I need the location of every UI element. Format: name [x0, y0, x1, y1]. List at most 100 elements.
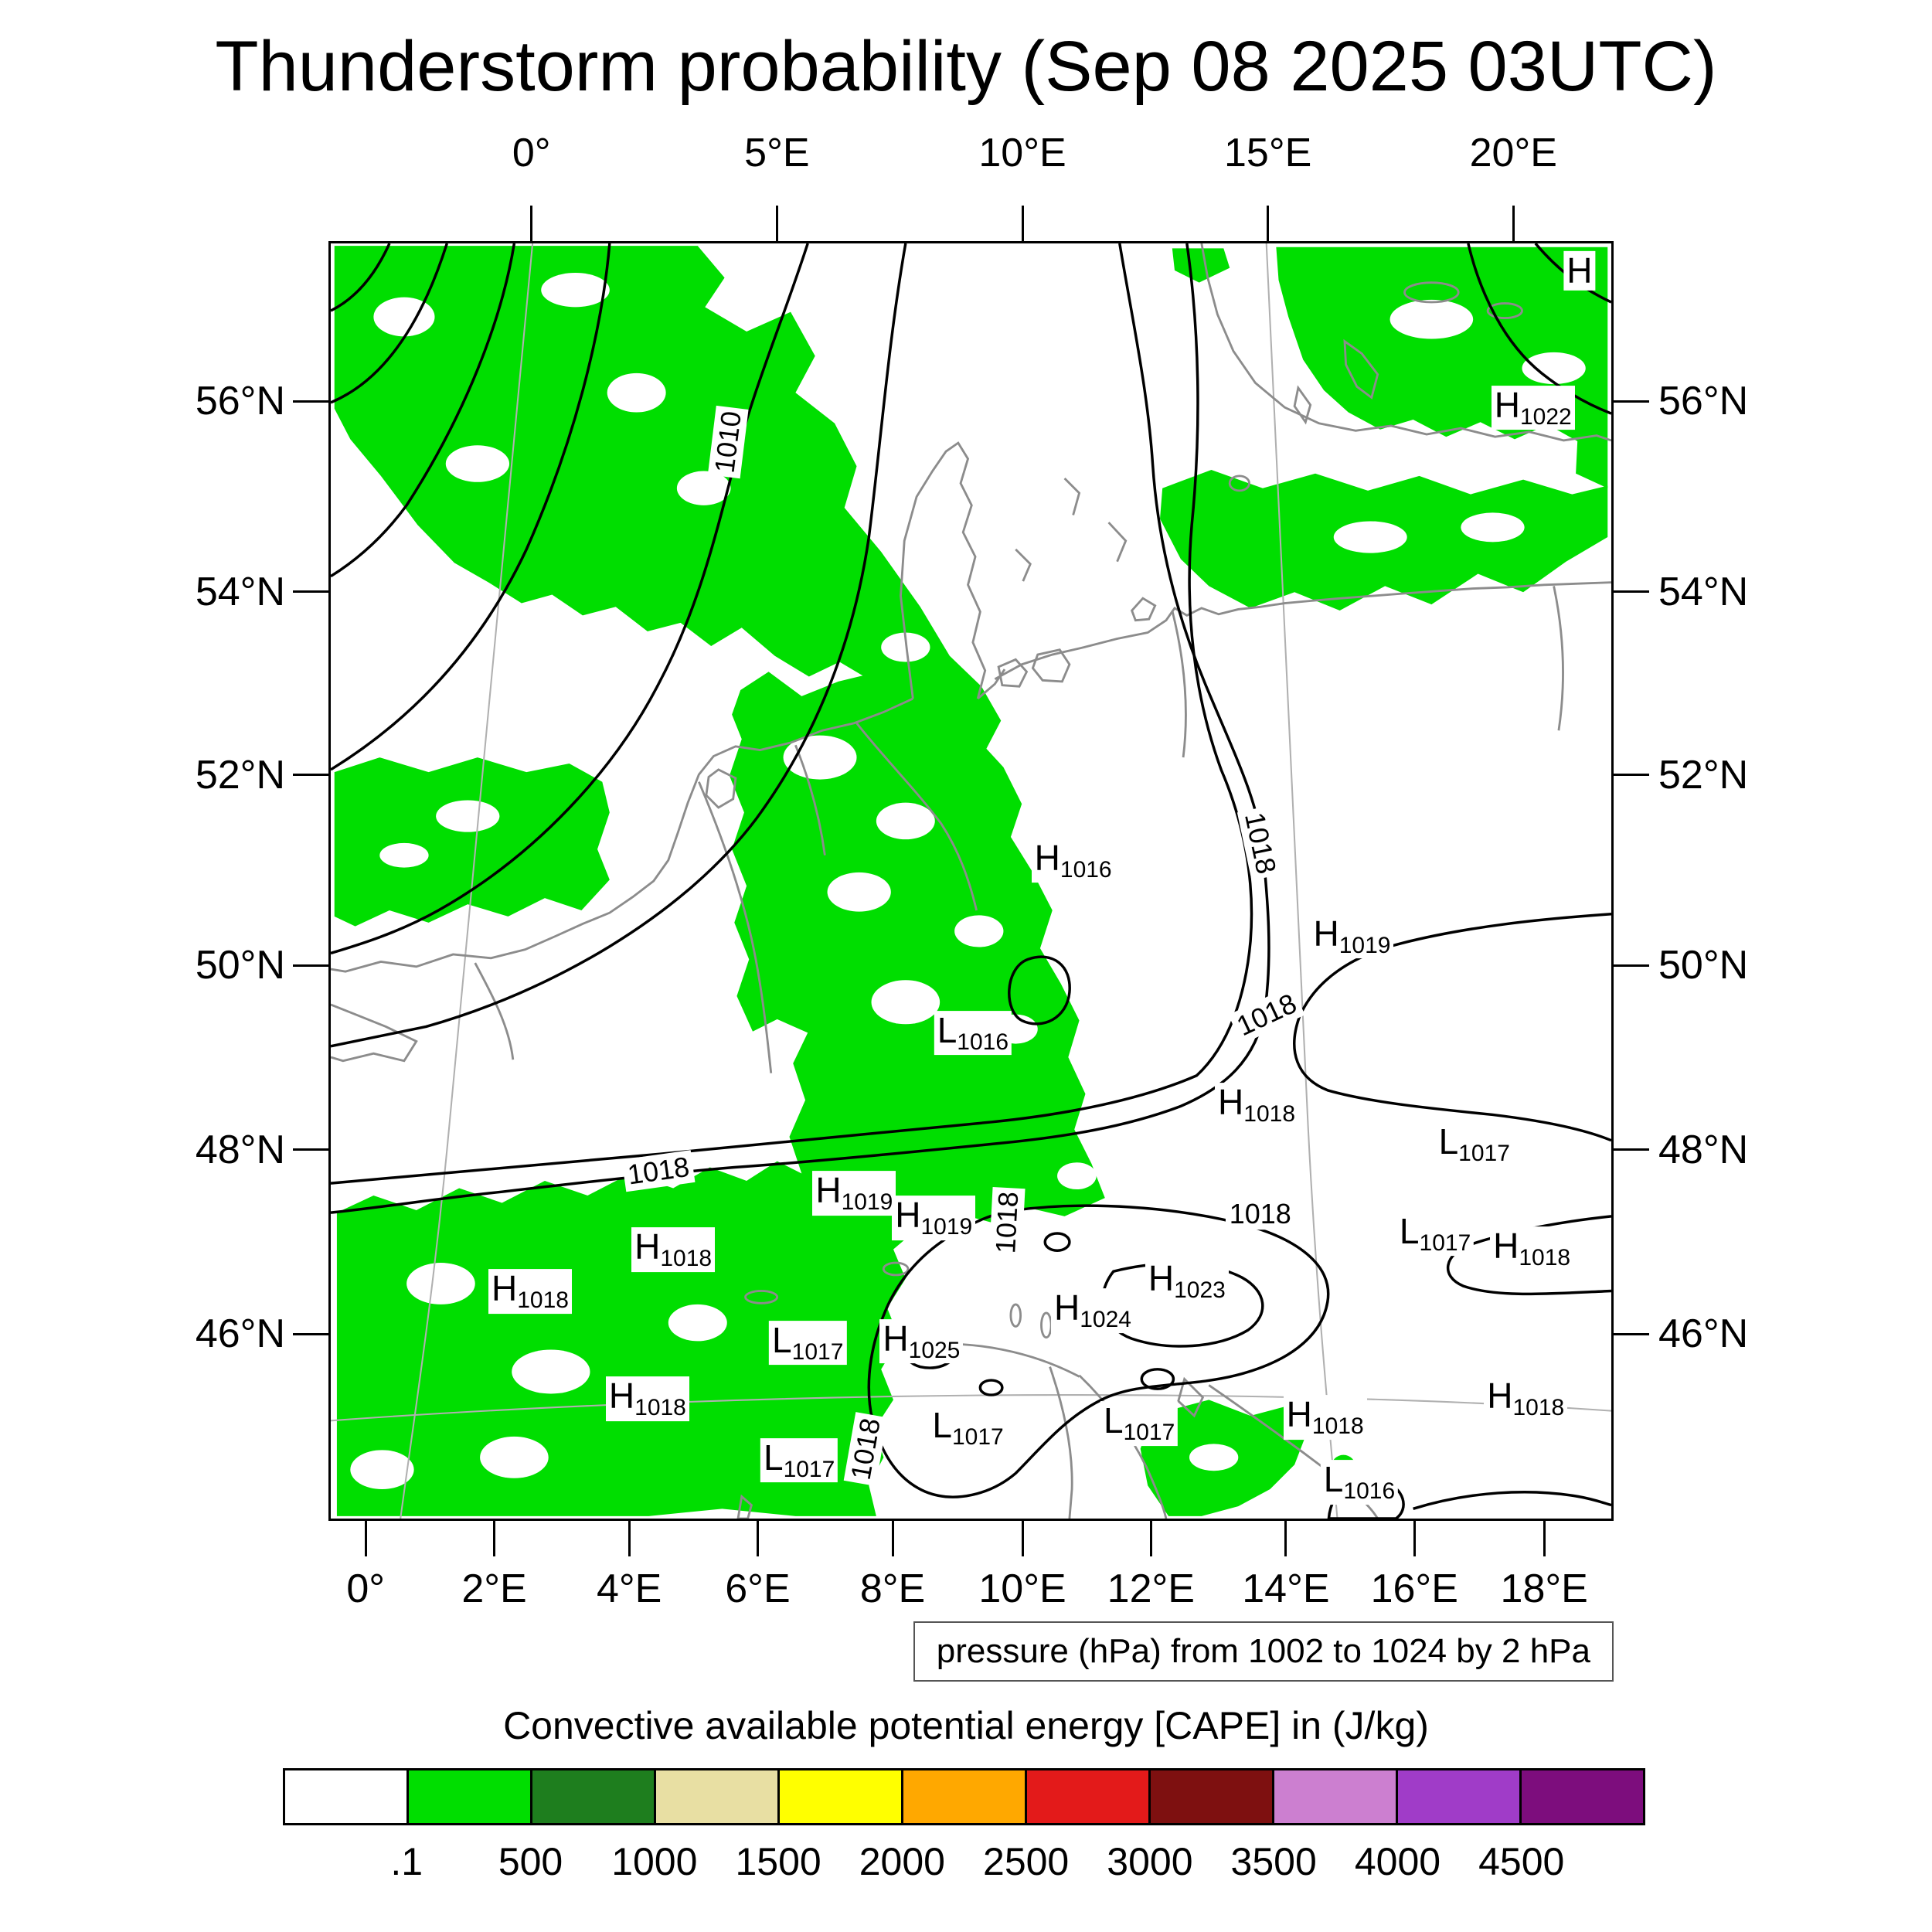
- axis-label-bottom: 18°E: [1500, 1566, 1588, 1611]
- axis-label-bottom: 4°E: [596, 1566, 662, 1611]
- axis-label-left: 46°N: [195, 1311, 285, 1357]
- pressure-center-value: 1016: [1060, 856, 1112, 883]
- colorbar-title: Convective available potential energy [C…: [503, 1704, 1429, 1747]
- isobar-label-1018: 1018: [621, 1150, 696, 1192]
- axis-tick-right: [1614, 1148, 1649, 1151]
- pressure-marker-h1019: H1019: [812, 1171, 896, 1216]
- pressure-marker-h1018: H1018: [1484, 1376, 1568, 1421]
- coast-jutland: [900, 441, 987, 699]
- pressure-center-letter: L: [1399, 1210, 1420, 1251]
- coast-adriatic-west: [1078, 1374, 1168, 1519]
- pressure-center-letter: H: [1053, 1287, 1080, 1328]
- pressure-marker-h1023: H1023: [1145, 1259, 1229, 1304]
- axis-tick-bottom: [756, 1521, 759, 1556]
- axis-label-bottom: 10°E: [978, 1566, 1066, 1611]
- pressure-center-letter: H: [895, 1195, 921, 1236]
- pressure-label-layer: H H1022 H1016 H1019 L1016 H1018 L1017 H1019 H101…: [331, 243, 1611, 1519]
- isobar-label-1018: 1018: [1228, 985, 1305, 1044]
- lake-geneva: [744, 1290, 779, 1304]
- pressure-marker-l1017: L1017: [1100, 1400, 1179, 1446]
- pressure-marker-h1018: H1018: [488, 1269, 572, 1314]
- isobar-label-1018: 1018: [1237, 805, 1284, 881]
- pressure-center-value: 1017: [951, 1424, 1004, 1451]
- river-elbe: [855, 722, 978, 911]
- pressure-center-value: 1016: [1343, 1478, 1396, 1505]
- pressure-center-letter: H: [1487, 1376, 1513, 1417]
- pressure-center-value: 1017: [783, 1456, 835, 1482]
- colorbar-tick-label: .1: [390, 1840, 423, 1883]
- coast-ruegen: [1130, 597, 1157, 622]
- pressure-center-letter: L: [772, 1319, 792, 1360]
- pressure-marker-l1017: L1017: [1435, 1121, 1513, 1167]
- isobar-small-loop-3: [978, 1379, 1004, 1396]
- axis-tick-left: [293, 400, 328, 403]
- axis-tick-bottom: [364, 1521, 367, 1556]
- axis-tick-left: [293, 590, 328, 594]
- axis-label-bottom: 8°E: [859, 1566, 926, 1611]
- axis-tick-left: [293, 1148, 328, 1151]
- river-rhine: [698, 781, 773, 1073]
- axis-tick-right: [1614, 1332, 1649, 1335]
- pressure-marker-h1018: H1018: [1490, 1226, 1574, 1271]
- coast-italy-west: [1049, 1366, 1073, 1519]
- coast-kattegat-3: [1015, 548, 1032, 582]
- axis-label-top: 20°E: [1469, 131, 1557, 175]
- axis-tick-bottom: [1413, 1521, 1416, 1556]
- axis-tick-top: [1021, 206, 1024, 241]
- isobar-alps-outer-loop: [867, 1204, 1330, 1498]
- meridian-line-east: [1265, 243, 1338, 1519]
- axis-tick-bottom: [1284, 1521, 1287, 1556]
- pressure-center-value: 1019: [1338, 932, 1391, 958]
- axis-label-right: 46°N: [1658, 1311, 1749, 1357]
- axis-label-left: 52°N: [195, 752, 285, 798]
- pressure-marker-h1018: H1018: [605, 1376, 689, 1421]
- axis-tick-top: [1267, 206, 1270, 241]
- pressure-marker-h1018: H1018: [1215, 1082, 1299, 1128]
- pressure-center-letter: H: [1494, 384, 1520, 425]
- axis-label-bottom: 2°E: [461, 1566, 527, 1611]
- pressure-center-value: 1018: [1512, 1395, 1565, 1421]
- isobar-nw-3: [331, 243, 516, 578]
- colorbar-cell-9: [1398, 1770, 1522, 1823]
- pressure-center-letter: L: [1438, 1121, 1459, 1162]
- pressure-center-value: 1018: [634, 1395, 686, 1421]
- axis-tick-left: [293, 1332, 328, 1335]
- isobar-small-loop-2: [1140, 1368, 1175, 1390]
- coast-corsica: [736, 1494, 753, 1519]
- axis-tick-right: [1614, 964, 1649, 967]
- colorbar-tick-label: 2000: [859, 1840, 945, 1883]
- river-weser: [794, 744, 826, 855]
- pressure-center-value: 1022: [1519, 403, 1572, 430]
- lake-sweden-2: [1486, 302, 1523, 320]
- axis-label-right: 48°N: [1658, 1127, 1749, 1172]
- isobar-label-1010: 1010: [708, 405, 749, 478]
- axis-tick-bottom: [891, 1521, 894, 1556]
- colorbar-tick-label: 500: [498, 1840, 563, 1883]
- pressure-center-letter: H: [1218, 1082, 1244, 1123]
- pressure-center-letter: L: [1103, 1400, 1124, 1441]
- pressure-marker-h1018: H1018: [631, 1227, 716, 1272]
- axis-tick-bottom: [493, 1521, 496, 1556]
- coast-baltic-south: [977, 581, 1611, 700]
- page-title: Thunderstorm probability (Sep 08 2025 03…: [215, 27, 1717, 106]
- isobar-1010: [331, 243, 809, 955]
- river-seine: [474, 962, 515, 1060]
- pressure-marker-l1017: L1017: [769, 1319, 847, 1366]
- axis-label-bottom: 6°E: [725, 1566, 791, 1611]
- axis-tick-bottom: [1543, 1521, 1546, 1556]
- pressure-marker-l1017: L1017: [760, 1437, 838, 1483]
- pressure-marker-l1017: L1017: [929, 1406, 1007, 1451]
- isobar-nw-2: [331, 243, 449, 404]
- pressure-center-letter: H: [1313, 913, 1339, 954]
- pressure-center-letter: L: [1323, 1459, 1344, 1500]
- pressure-center-letter: L: [937, 1010, 957, 1051]
- coast-gotland: [1343, 338, 1379, 400]
- cape-holes: [350, 273, 1586, 1489]
- isobar-ne-corner-2: [1467, 243, 1611, 415]
- colorbar-cell-0: [285, 1770, 409, 1823]
- pressure-center-value: 1018: [1243, 1101, 1296, 1128]
- pressure-center-value: 1023: [1174, 1277, 1226, 1304]
- colorbar-tick-labels: .1 500 1000 1500 2000 2500 3000 3500 4000 4500: [283, 1839, 1645, 1893]
- pressure-center-letter: H: [815, 1170, 842, 1211]
